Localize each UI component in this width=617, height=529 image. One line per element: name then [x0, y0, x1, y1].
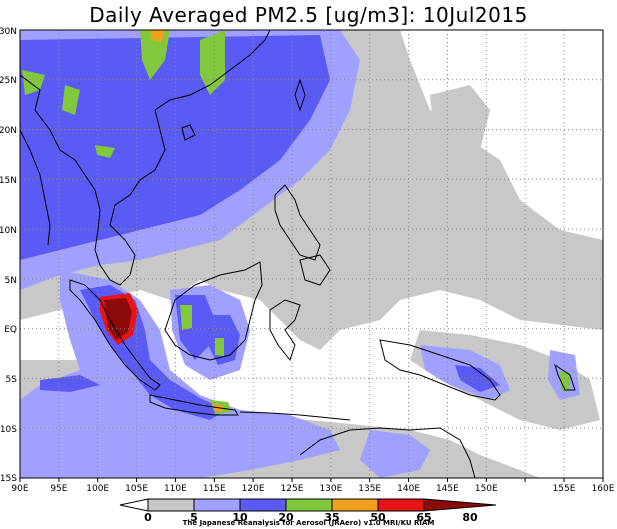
lat-label: 15S — [0, 474, 17, 484]
coast-sumatra — [69, 279, 161, 391]
colorbar-label: 10 — [232, 511, 248, 524]
map-frame — [19, 29, 604, 479]
lon-label: 100E — [86, 484, 109, 494]
pm25-blue-region-png — [455, 365, 500, 392]
credit-text: The Japanese Reanalysis for Aerosol (JRA… — [182, 519, 435, 527]
colorbar-label: 35 — [324, 511, 339, 524]
coast-india — [20, 129, 51, 246]
colorbar-swatch-green — [285, 498, 333, 512]
coast-java — [149, 394, 239, 416]
colorbar-label: 65 — [416, 511, 431, 524]
pm25-green-region-north — [140, 30, 170, 80]
pm25-green-region-borneo — [180, 305, 192, 330]
pm25-blue-region-sw — [40, 375, 100, 392]
coast-lesser-sunda — [239, 411, 351, 421]
pm25-green-region-borneo2 — [215, 338, 224, 356]
lon-label: 115E — [203, 484, 226, 494]
lon-label: 140E — [397, 484, 420, 494]
pm25-lightblue-region-south — [360, 430, 430, 478]
coast-australia — [299, 427, 476, 478]
coast-taiwan — [294, 78, 306, 112]
pm25-orange-region-north — [150, 30, 165, 42]
lat-labels: 30N 25N 20N 15N 10N 5N EQ 5S 10S 15S — [0, 27, 17, 484]
coast-hainan — [181, 124, 196, 141]
lat-label: 30N — [0, 27, 17, 37]
lat-label: 5S — [6, 375, 18, 385]
coast-mindanao — [299, 254, 331, 286]
colorbar-left-arrow — [119, 498, 149, 512]
lon-label: 95E — [50, 484, 67, 494]
lon-label: 120E — [242, 484, 265, 494]
pm25-gray-region-nw — [430, 85, 490, 160]
coast-newguinea — [379, 339, 501, 401]
coastlines — [20, 30, 576, 478]
lat-label: 10S — [0, 425, 17, 435]
lon-label: 145E — [436, 484, 459, 494]
pm25-field — [20, 30, 603, 478]
colorbar-swatch-blue — [239, 498, 287, 512]
lon-label: 150E — [475, 484, 498, 494]
lon-label: 155E — [553, 484, 576, 494]
colorbar-swatch-lightblue — [193, 498, 241, 512]
pm25-darkred-region-sumatra — [104, 298, 132, 340]
lat-label: 20N — [0, 126, 17, 136]
lat-label: 25N — [0, 76, 17, 86]
pm25-green-region-nw — [22, 70, 45, 95]
coast-sulawesi — [269, 299, 301, 362]
lat-label: EQ — [4, 325, 17, 335]
lon-label: 125E — [281, 484, 304, 494]
colorbar-label: 0 — [144, 511, 152, 524]
colorbar-swatch-gray — [147, 498, 195, 512]
colorbar: 0 5 10 20 35 50 65 80 — [119, 498, 497, 524]
colorbar-label: 20 — [278, 511, 294, 524]
lon-label: 160E — [592, 484, 615, 494]
colorbar-label: 80 — [462, 511, 478, 524]
pm25-green-region-mid — [95, 145, 115, 158]
lon-label: 130E — [319, 484, 342, 494]
pm25-green-region-east — [560, 372, 570, 392]
map-title: Daily Averaged PM2.5 [ug/m3]: 10Jul2015 — [89, 3, 528, 27]
coast-solomons — [554, 363, 576, 391]
coast-philippines — [274, 184, 321, 261]
lat-label: 15N — [0, 176, 17, 186]
lon-label: 135E — [358, 484, 381, 494]
colorbar-swatch-orange — [331, 498, 379, 512]
colorbar-right-arrow — [423, 498, 497, 512]
lat-label: 10N — [0, 226, 17, 236]
colorbar-label: 50 — [370, 511, 386, 524]
graticule — [20, 30, 603, 478]
colorbar-swatch-red — [377, 498, 425, 512]
lon-labels: 90E 95E 100E 105E 110E 115E 120E 125E 13… — [11, 484, 614, 494]
colorbar-label: 5 — [190, 511, 198, 524]
lat-label: 5N — [5, 276, 17, 286]
lon-label: 90E — [11, 484, 28, 494]
lon-label: 110E — [164, 484, 187, 494]
pm25-green-region-nw2 — [62, 85, 80, 115]
lon-label: 105E — [125, 484, 148, 494]
coast-borneo — [164, 261, 263, 361]
coast-indochina — [20, 30, 271, 286]
pm25-blue-region-north — [20, 35, 330, 260]
axis-ticks — [19, 478, 604, 482]
